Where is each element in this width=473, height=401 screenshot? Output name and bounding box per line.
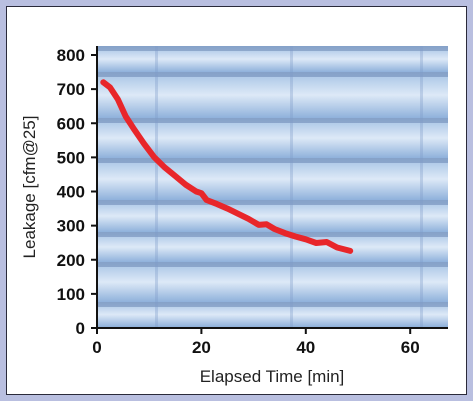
- y-tick-label: 200: [57, 251, 85, 270]
- y-tick-label: 800: [57, 46, 85, 65]
- y-tick-label: 600: [57, 114, 85, 133]
- y-tick-label: 500: [57, 148, 85, 167]
- y-tick-label: 0: [76, 319, 85, 338]
- y-tick-label: 300: [57, 217, 85, 236]
- x-tick-label: 60: [401, 338, 420, 357]
- x-tick-label: 40: [296, 338, 315, 357]
- y-axis-title: Leakage [cfm@25]: [20, 116, 39, 259]
- duct-photo-background: [98, 46, 448, 327]
- y-tick-label: 400: [57, 183, 85, 202]
- x-axis-title: Elapsed Time [min]: [200, 367, 345, 386]
- leakage-series-line: [100, 79, 354, 254]
- y-tick-label: 700: [57, 80, 85, 99]
- y-tick-label: 100: [57, 285, 85, 304]
- x-tick-label: 20: [192, 338, 211, 357]
- x-tick-label: 0: [92, 338, 101, 357]
